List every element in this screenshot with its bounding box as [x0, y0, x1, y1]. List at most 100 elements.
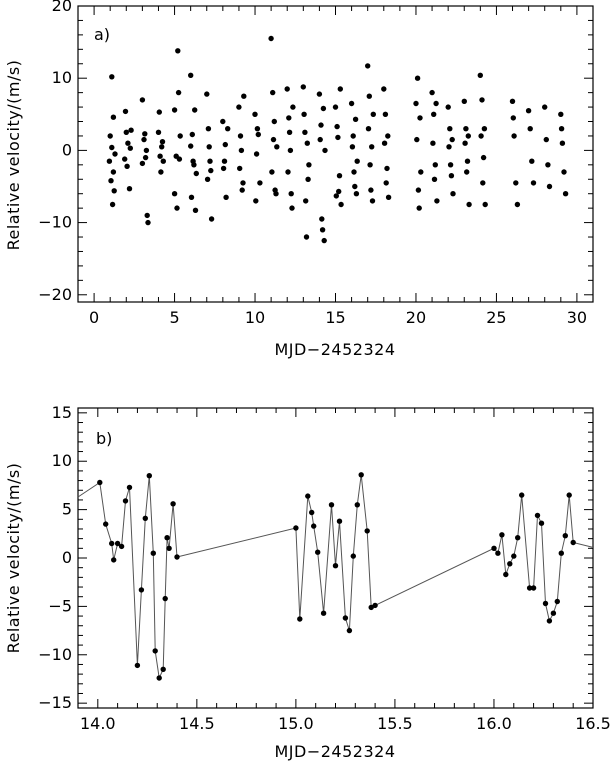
data-point — [332, 563, 339, 569]
data-point — [174, 554, 180, 560]
data-point — [158, 169, 164, 175]
data-point — [545, 162, 551, 168]
data-point — [111, 557, 117, 563]
data-point — [448, 173, 455, 179]
data-point — [118, 543, 125, 550]
panel-b-frame — [77, 407, 594, 709]
data-point — [385, 133, 391, 139]
data-point — [300, 84, 306, 90]
data-point — [170, 501, 176, 507]
data-point — [328, 502, 335, 508]
data-point — [220, 118, 226, 125]
data-point — [176, 156, 183, 162]
data-point — [447, 126, 453, 132]
data-point — [431, 111, 437, 118]
data-point — [570, 539, 576, 546]
panel-a-points — [106, 35, 569, 244]
data-point — [192, 107, 198, 113]
data-point — [208, 167, 214, 174]
data-point — [270, 89, 276, 96]
data-point — [559, 140, 566, 146]
data-point — [446, 144, 452, 150]
data-point — [365, 126, 372, 132]
x-tick-label: 5 — [169, 308, 179, 327]
data-point — [463, 126, 469, 132]
data-point — [481, 126, 488, 132]
data-point — [240, 180, 246, 186]
data-point — [254, 126, 261, 132]
data-point — [478, 133, 484, 139]
data-point — [285, 169, 291, 175]
y-tick-label: −10 — [38, 645, 72, 664]
x-tick-label: 30 — [567, 308, 587, 327]
data-point — [156, 675, 162, 681]
data-point — [534, 512, 541, 519]
data-point — [351, 169, 357, 175]
data-point — [142, 515, 148, 521]
data-point — [337, 86, 343, 92]
data-point — [142, 154, 149, 161]
data-point — [336, 518, 343, 524]
data-point — [109, 201, 116, 208]
y-tick-label: 5 — [62, 500, 72, 519]
data-point — [542, 600, 549, 607]
data-point — [192, 207, 199, 213]
data-point — [482, 201, 488, 208]
data-point — [306, 162, 312, 168]
data-point — [519, 492, 525, 498]
data-point — [177, 133, 183, 139]
panel-b-lines — [77, 474, 594, 680]
y-tick-label: −5 — [48, 596, 72, 615]
data-point — [465, 133, 471, 139]
data-point — [509, 98, 516, 105]
x-tick-label: 20 — [406, 308, 426, 327]
data-point — [164, 535, 170, 541]
data-point — [369, 144, 375, 150]
data-point — [464, 158, 471, 164]
x-tick-label: 15.5 — [377, 714, 413, 733]
data-point — [160, 158, 166, 164]
data-point — [558, 111, 564, 118]
data-point — [301, 111, 307, 118]
data-point — [353, 191, 360, 197]
data-point — [462, 140, 468, 146]
data-point — [270, 136, 277, 143]
panel-a-ylabel: Relative velocity/(m/s) — [4, 60, 23, 251]
data-point — [108, 178, 114, 184]
data-point — [139, 160, 146, 167]
data-point — [368, 187, 374, 193]
data-point — [274, 144, 280, 150]
data-point — [124, 163, 130, 169]
data-point — [305, 493, 311, 499]
data-point — [174, 205, 180, 211]
data-point — [236, 104, 242, 110]
data-point — [480, 154, 487, 161]
data-point — [480, 180, 486, 186]
data-point — [317, 136, 323, 143]
data-point — [155, 129, 162, 135]
data-point — [223, 194, 229, 200]
data-point — [188, 143, 194, 149]
data-point — [369, 198, 376, 204]
data-point — [514, 201, 521, 208]
data-point — [144, 212, 150, 219]
panel-b-ylabel: Relative velocity/(m/s) — [4, 463, 23, 654]
data-point — [257, 180, 263, 186]
data-point — [336, 188, 342, 195]
x-tick-label: 10 — [245, 308, 265, 327]
data-point — [383, 180, 389, 186]
data-point — [271, 118, 277, 125]
data-point — [204, 91, 210, 97]
data-point — [141, 136, 147, 143]
data-point — [449, 136, 455, 143]
data-point — [499, 532, 505, 538]
data-point — [122, 498, 129, 504]
data-point — [348, 100, 355, 107]
x-tick-label: 0 — [89, 308, 99, 327]
data-point — [286, 129, 293, 135]
data-point — [417, 115, 423, 121]
data-point — [526, 585, 533, 591]
data-point — [333, 193, 339, 199]
series-line — [77, 474, 594, 680]
data-point — [358, 472, 364, 478]
